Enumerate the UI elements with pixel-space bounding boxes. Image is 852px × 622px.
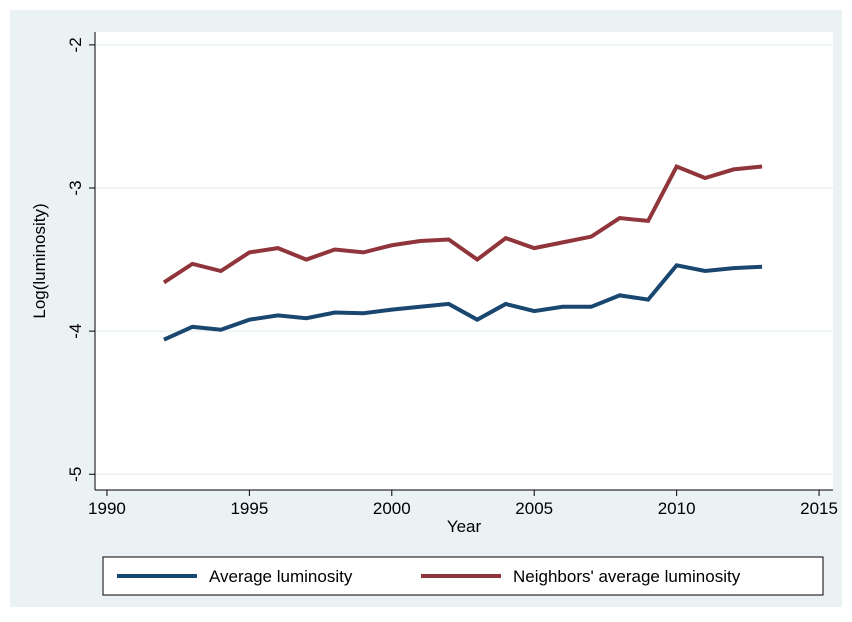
x-tick-label: 2005: [515, 499, 553, 518]
line: [163, 263, 763, 342]
plot-area: [95, 32, 833, 490]
line: [162, 164, 763, 285]
y-axis-title: Log(luminosity): [30, 203, 49, 318]
x-tick-label: 2010: [658, 499, 696, 518]
legend-label: Neighbors' average luminosity: [513, 567, 741, 586]
y-tick-label: -3: [66, 180, 85, 195]
x-tick-label: 1995: [230, 499, 268, 518]
y-tick-label: -4: [66, 324, 85, 339]
x-axis-title: Year: [447, 517, 482, 536]
x-tick-label: 2000: [373, 499, 411, 518]
x-tick-label: 2015: [800, 499, 838, 518]
x-tick-label: 1990: [88, 499, 126, 518]
legend-label: Average luminosity: [209, 567, 353, 586]
y-tick-label: -5: [66, 467, 85, 482]
y-tick-label: -2: [66, 37, 85, 52]
